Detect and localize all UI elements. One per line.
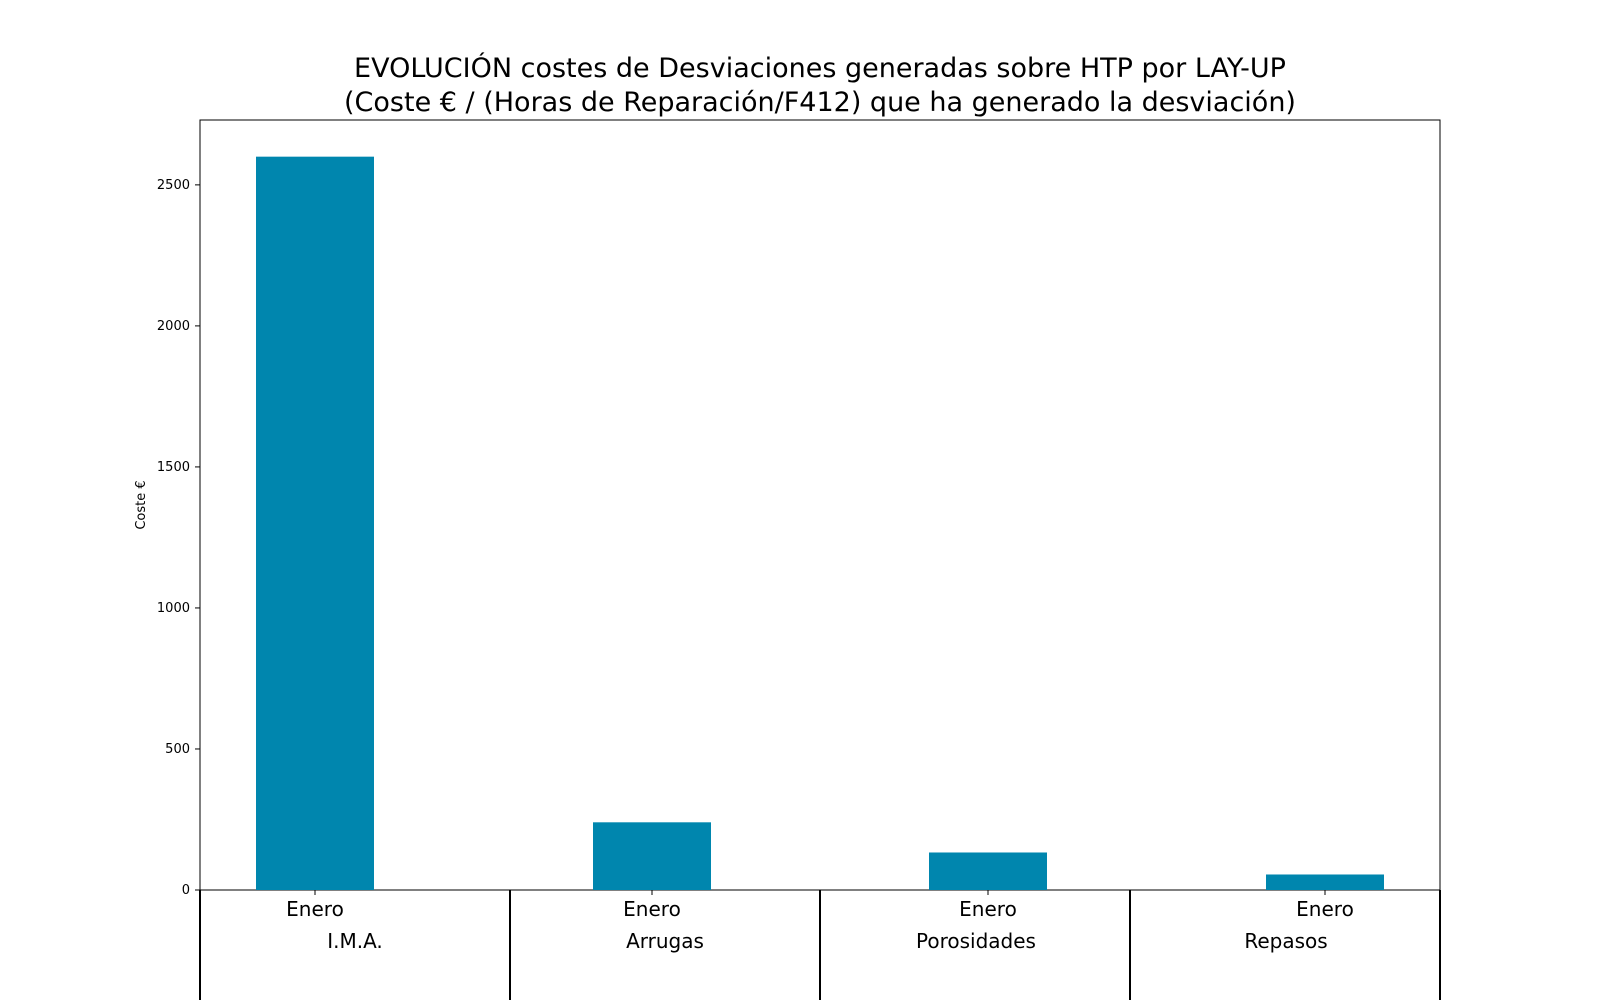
x-tick-label-0: Enero xyxy=(286,897,344,921)
y-axis-label: Coste € xyxy=(134,480,149,529)
bar-I.M.A. xyxy=(256,156,374,890)
group-label-0: I.M.A. xyxy=(327,929,383,953)
plot-frame xyxy=(199,119,1441,891)
y-tick-label-500: 500 xyxy=(165,742,190,757)
x-tick-label-2: Enero xyxy=(959,897,1017,921)
bar-Arrugas xyxy=(593,822,711,890)
group-label-3: Repasos xyxy=(1244,929,1327,953)
bar-Repasos xyxy=(1266,874,1384,890)
y-tick-label-1000: 1000 xyxy=(157,601,190,616)
y-tick-label-2000: 2000 xyxy=(157,319,190,334)
chart-title-line-2: (Coste € / (Horas de Reparación/F412) qu… xyxy=(344,87,1296,118)
x-tick-label-3: Enero xyxy=(1296,897,1354,921)
group-label-1: Arrugas xyxy=(626,929,704,953)
y-tick-label-1500: 1500 xyxy=(157,460,190,475)
y-tick-label-2500: 2500 xyxy=(157,178,190,193)
bar-Porosidades xyxy=(929,852,1047,890)
group-label-2: Porosidades xyxy=(916,929,1036,953)
x-tick-label-1: Enero xyxy=(623,897,681,921)
y-tick-label-0: 0 xyxy=(182,883,190,898)
plot-area: 0 500 1000 1500 2000 2500 Enero I.M.A. Enero Arru… xyxy=(157,119,1441,1000)
chart-title-line-1: EVOLUCIÓN costes de Desviaciones generad… xyxy=(354,52,1286,84)
